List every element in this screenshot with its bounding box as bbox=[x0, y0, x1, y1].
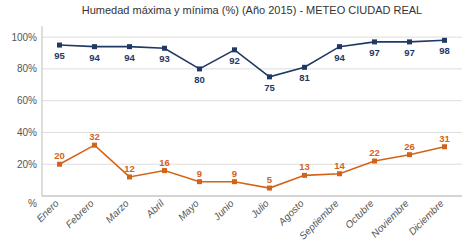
data-label: 94 bbox=[89, 52, 100, 63]
marker bbox=[407, 39, 412, 44]
data-label: 12 bbox=[124, 163, 135, 174]
marker bbox=[302, 65, 307, 70]
data-label: 31 bbox=[439, 133, 450, 144]
marker bbox=[372, 159, 377, 164]
marks bbox=[57, 38, 447, 191]
data-labels: 9594949380927581949797982032121699513142… bbox=[54, 45, 450, 185]
marker bbox=[372, 39, 377, 44]
data-label: 26 bbox=[404, 141, 415, 152]
grid-line bbox=[42, 100, 462, 101]
data-label: 14 bbox=[334, 160, 345, 171]
series-line bbox=[60, 145, 445, 188]
marker bbox=[442, 38, 447, 43]
marker bbox=[197, 66, 202, 71]
series-line bbox=[60, 40, 445, 77]
x-tick-label: Diciembre bbox=[406, 197, 446, 237]
data-label: 5 bbox=[267, 174, 273, 185]
data-label: 95 bbox=[54, 50, 65, 61]
marker bbox=[337, 171, 342, 176]
x-tick-label: Abril bbox=[143, 197, 166, 220]
data-label: 22 bbox=[369, 147, 380, 158]
chart-svg: Humedad máxima y mínima (%) (Año 2015) -… bbox=[0, 0, 474, 248]
grid-line bbox=[42, 164, 462, 165]
x-tick-label: Enero bbox=[34, 197, 61, 224]
data-label: 20 bbox=[54, 150, 65, 161]
x-tick-label: Julio bbox=[248, 197, 271, 220]
data-label: 32 bbox=[89, 131, 100, 142]
data-label: 16 bbox=[159, 157, 170, 168]
data-label: 94 bbox=[334, 52, 345, 63]
grid-line bbox=[42, 68, 462, 69]
title: Humedad máxima y mínima (%) (Año 2015) -… bbox=[82, 4, 422, 16]
data-label: 81 bbox=[299, 72, 310, 83]
data-label: 80 bbox=[194, 74, 205, 85]
y-axis-line bbox=[42, 26, 43, 196]
data-label: 94 bbox=[124, 52, 135, 63]
data-label: 92 bbox=[229, 55, 240, 66]
y-tick-label: 80% bbox=[17, 63, 37, 74]
marker bbox=[267, 186, 272, 191]
annotation: % bbox=[28, 198, 37, 209]
grid-line bbox=[42, 132, 462, 133]
x-tick-label: Junio bbox=[211, 197, 237, 223]
y-tick-label: 40% bbox=[17, 127, 37, 138]
marker bbox=[302, 173, 307, 178]
x-tick-label: Septiembre bbox=[297, 197, 341, 241]
data-label: 98 bbox=[439, 45, 450, 56]
x-tick-label: Mayo bbox=[176, 197, 201, 222]
marker bbox=[337, 44, 342, 49]
x-tick-label: Octubre bbox=[343, 197, 376, 230]
grid-line bbox=[42, 196, 462, 197]
x-tick-label: Marzo bbox=[103, 197, 131, 225]
x-tick-label: Noviembre bbox=[369, 197, 411, 239]
grid-line bbox=[42, 37, 462, 38]
data-label: 9 bbox=[232, 168, 237, 179]
marker bbox=[407, 152, 412, 157]
marker bbox=[92, 44, 97, 49]
marker bbox=[197, 179, 202, 184]
data-label: 97 bbox=[369, 47, 380, 58]
x-tick-label: Agosto bbox=[275, 197, 306, 228]
marker bbox=[127, 174, 132, 179]
data-label: 9 bbox=[197, 168, 202, 179]
marker bbox=[232, 179, 237, 184]
y-tick-label: 100% bbox=[11, 32, 37, 43]
marker bbox=[92, 143, 97, 148]
marker bbox=[442, 144, 447, 149]
grid bbox=[42, 37, 462, 196]
x-tick-label: Febrero bbox=[63, 197, 96, 230]
y-tick-label: 60% bbox=[17, 95, 37, 106]
chart-container: Humedad máxima y mínima (%) (Año 2015) -… bbox=[0, 0, 474, 248]
marker bbox=[57, 162, 62, 167]
marker bbox=[267, 74, 272, 79]
marker bbox=[127, 44, 132, 49]
marker bbox=[232, 47, 237, 52]
data-label: 93 bbox=[159, 53, 170, 64]
data-label: 13 bbox=[299, 161, 310, 172]
data-label: 75 bbox=[264, 82, 275, 93]
data-label: 97 bbox=[404, 47, 415, 58]
x-axis-line bbox=[42, 196, 462, 197]
marker bbox=[162, 46, 167, 51]
marker bbox=[57, 43, 62, 48]
marker bbox=[162, 168, 167, 173]
y-tick-label: 20% bbox=[17, 159, 37, 170]
